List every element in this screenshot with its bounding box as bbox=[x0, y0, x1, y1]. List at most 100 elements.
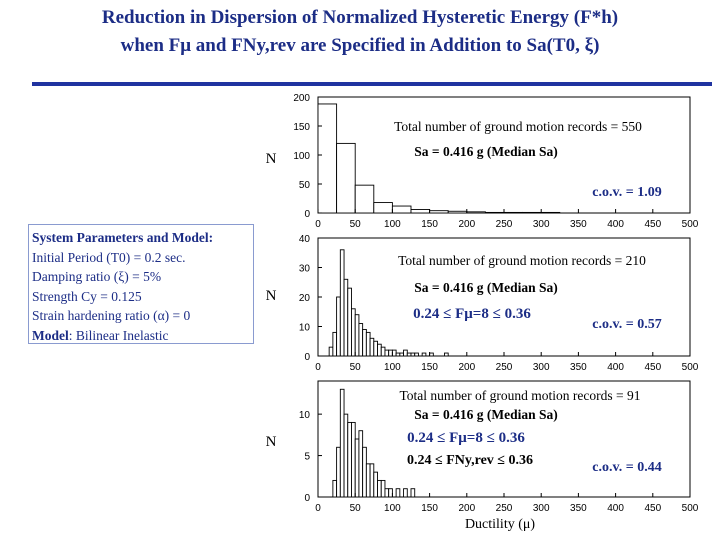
x-tick-label: 450 bbox=[644, 503, 661, 514]
y-tick-label: 10 bbox=[299, 410, 311, 421]
x-tick-label: 300 bbox=[533, 219, 550, 230]
x-axis-label: Ductility (μ) bbox=[465, 517, 535, 532]
x-tick-label: 250 bbox=[496, 219, 513, 230]
histogram-bar bbox=[347, 287, 352, 357]
x-tick-label: 400 bbox=[607, 219, 624, 230]
histogram-bar bbox=[391, 205, 412, 214]
chart-annotation: 0.24 ≤ Fμ=8 ≤ 0.36 bbox=[407, 430, 525, 446]
histogram-bar bbox=[351, 421, 356, 498]
histogram-bar bbox=[339, 249, 345, 357]
x-tick-label: 450 bbox=[644, 219, 661, 230]
histogram-bar bbox=[484, 211, 505, 214]
x-tick-label: 0 bbox=[315, 503, 321, 514]
histogram-bar bbox=[447, 210, 468, 214]
histogram-bar bbox=[354, 438, 360, 498]
histogram-bar bbox=[444, 352, 449, 357]
histogram-bar bbox=[354, 314, 360, 357]
x-tick-label: 200 bbox=[458, 219, 475, 230]
histogram-bar bbox=[336, 142, 356, 214]
chart-annotation: Total number of ground motion records = … bbox=[394, 119, 642, 134]
histogram-bar bbox=[380, 479, 386, 498]
x-tick-label: 250 bbox=[496, 362, 513, 373]
params-heading: System Parameters and Model: bbox=[32, 230, 214, 245]
x-tick-label: 500 bbox=[682, 362, 699, 373]
x-tick-label: 50 bbox=[350, 219, 362, 230]
histogram-bar bbox=[395, 352, 401, 357]
x-tick-label: 350 bbox=[570, 219, 587, 230]
histogram-bar bbox=[358, 323, 364, 357]
histogram-bar bbox=[388, 488, 393, 498]
x-tick-label: 0 bbox=[315, 362, 321, 373]
x-tick-label: 50 bbox=[350, 362, 362, 373]
histogram-bar bbox=[354, 184, 375, 214]
x-tick-label: 450 bbox=[644, 362, 661, 373]
y-axis-label: N bbox=[266, 434, 277, 450]
histogram-bar bbox=[540, 211, 561, 214]
y-tick-label: 200 bbox=[293, 93, 310, 104]
chart-annotation: c.o.v. = 0.44 bbox=[592, 460, 661, 475]
plot-frame bbox=[317, 237, 691, 357]
x-tick-label: 100 bbox=[384, 362, 401, 373]
x-tick-label: 150 bbox=[421, 503, 438, 514]
histogram-bar bbox=[332, 479, 338, 498]
params-line: Initial Period (T0) = 0.2 sec. bbox=[32, 249, 186, 265]
histogram-bar bbox=[395, 488, 401, 498]
histogram-bar bbox=[421, 352, 427, 357]
chart-title-line-2: when Fμ and FNy,rev are Specified in Add… bbox=[120, 35, 600, 56]
y-axis-label: N bbox=[266, 288, 277, 304]
histogram-bar bbox=[377, 479, 382, 498]
params-model-line: Model: Bilinear Inelastic bbox=[32, 327, 169, 343]
x-tick-label: 0 bbox=[315, 219, 321, 230]
histogram-bar bbox=[362, 329, 367, 357]
params-line: Strength Cy = 0.125 bbox=[32, 288, 142, 304]
histogram-bar bbox=[365, 331, 371, 357]
histogram-bar bbox=[466, 211, 486, 214]
title-divider bbox=[32, 82, 712, 86]
x-tick-label: 500 bbox=[682, 219, 699, 230]
x-tick-label: 100 bbox=[384, 219, 401, 230]
chart-annotation: Sa = 0.416 g (Median Sa) bbox=[414, 407, 557, 422]
chart-annotation: Total number of ground motion records = … bbox=[398, 253, 646, 268]
histogram-bar bbox=[384, 488, 390, 498]
histogram-bar bbox=[317, 103, 338, 214]
y-tick-label: 5 bbox=[304, 452, 310, 463]
params-line: Damping ratio (ξ) = 5% bbox=[32, 269, 162, 284]
y-tick-label: 30 bbox=[299, 264, 311, 275]
histogram-bar bbox=[380, 346, 386, 357]
x-tick-label: 350 bbox=[570, 503, 587, 514]
histogram-bar bbox=[362, 446, 367, 498]
histogram-bar bbox=[388, 349, 393, 357]
histogram-bar bbox=[414, 352, 419, 357]
histogram-bar bbox=[429, 352, 434, 357]
x-tick-label: 200 bbox=[458, 362, 475, 373]
chart-annotation: Sa = 0.416 g (Median Sa) bbox=[414, 280, 557, 295]
histogram-bar bbox=[343, 278, 349, 357]
x-tick-label: 100 bbox=[384, 503, 401, 514]
histogram-bar bbox=[373, 340, 378, 357]
histogram-bar bbox=[406, 352, 412, 357]
y-tick-label: 50 bbox=[299, 180, 311, 191]
histogram-bar bbox=[403, 349, 408, 357]
histogram-bar bbox=[503, 211, 524, 214]
y-tick-label: 150 bbox=[293, 122, 310, 133]
chart-annotation: Sa = 0.416 g (Median Sa) bbox=[414, 144, 557, 159]
histogram-bar bbox=[332, 331, 338, 357]
chart-annotation: c.o.v. = 0.57 bbox=[592, 317, 661, 332]
histogram-bar bbox=[399, 352, 405, 357]
histogram-bar bbox=[403, 488, 408, 498]
histogram-bar bbox=[336, 296, 341, 357]
x-tick-label: 500 bbox=[682, 503, 699, 514]
histogram-bar bbox=[369, 337, 375, 357]
histogram-bar bbox=[358, 430, 364, 498]
histogram-bar bbox=[347, 421, 352, 498]
chart-annotation: Total number of ground motion records = … bbox=[400, 388, 641, 403]
histogram-bar bbox=[336, 446, 341, 498]
histogram-bar bbox=[369, 463, 375, 498]
x-tick-label: 400 bbox=[607, 503, 624, 514]
x-tick-label: 150 bbox=[421, 362, 438, 373]
y-tick-label: 10 bbox=[299, 323, 311, 334]
histogram-bar bbox=[410, 488, 416, 498]
histogram-bar bbox=[373, 202, 393, 214]
histogram-bar bbox=[328, 346, 334, 357]
